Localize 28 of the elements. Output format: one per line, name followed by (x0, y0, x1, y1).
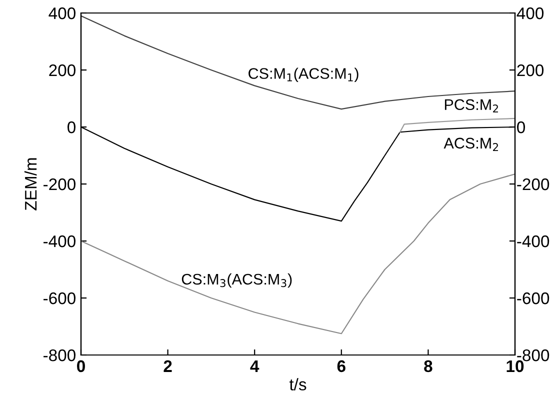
y2-tick-label: -600 (517, 292, 550, 304)
x-tick-label: 2 (164, 360, 172, 372)
x-tick-label: 8 (424, 360, 432, 372)
y2-tick-label: -200 (517, 178, 550, 190)
series-label: CS:M$_{1}$(ACS:M$_{1}$) (248, 68, 358, 82)
x-tick-label: 4 (250, 360, 260, 372)
x-tick-label: 6 (337, 360, 346, 372)
y2-tick-label: 400 (516, 7, 544, 20)
y2-tick-label: 0 (517, 121, 526, 134)
y-tick-label: 400 (48, 7, 76, 20)
y-tick-label: -800 (44, 349, 76, 362)
y-tick-label: -600 (44, 292, 76, 304)
y2-tick-label: 200 (517, 64, 544, 76)
y2-tick-label: -400 (517, 235, 550, 248)
series-label: ACS:M$_{2}$ (444, 138, 498, 151)
y-tick-label: 0 (68, 121, 76, 134)
line-series (399, 118, 515, 133)
x-tick-label: 10 (506, 360, 524, 372)
y-tick-label: -400 (44, 235, 76, 248)
y-tick-label: 200 (49, 64, 76, 76)
x-axis-title: t/s (289, 378, 306, 390)
x-tick-label: 0 (77, 360, 85, 372)
y-tick-label: -200 (44, 178, 76, 190)
y2-tick-label: -800 (517, 349, 550, 362)
series-label: CS:M$_{3}$(ACS:M$_{3}$) (182, 273, 292, 288)
y-axis-title: ZEM/m (24, 158, 37, 210)
series-label: PCS:M$_{2}$ (444, 99, 498, 112)
line-series (81, 173, 515, 334)
